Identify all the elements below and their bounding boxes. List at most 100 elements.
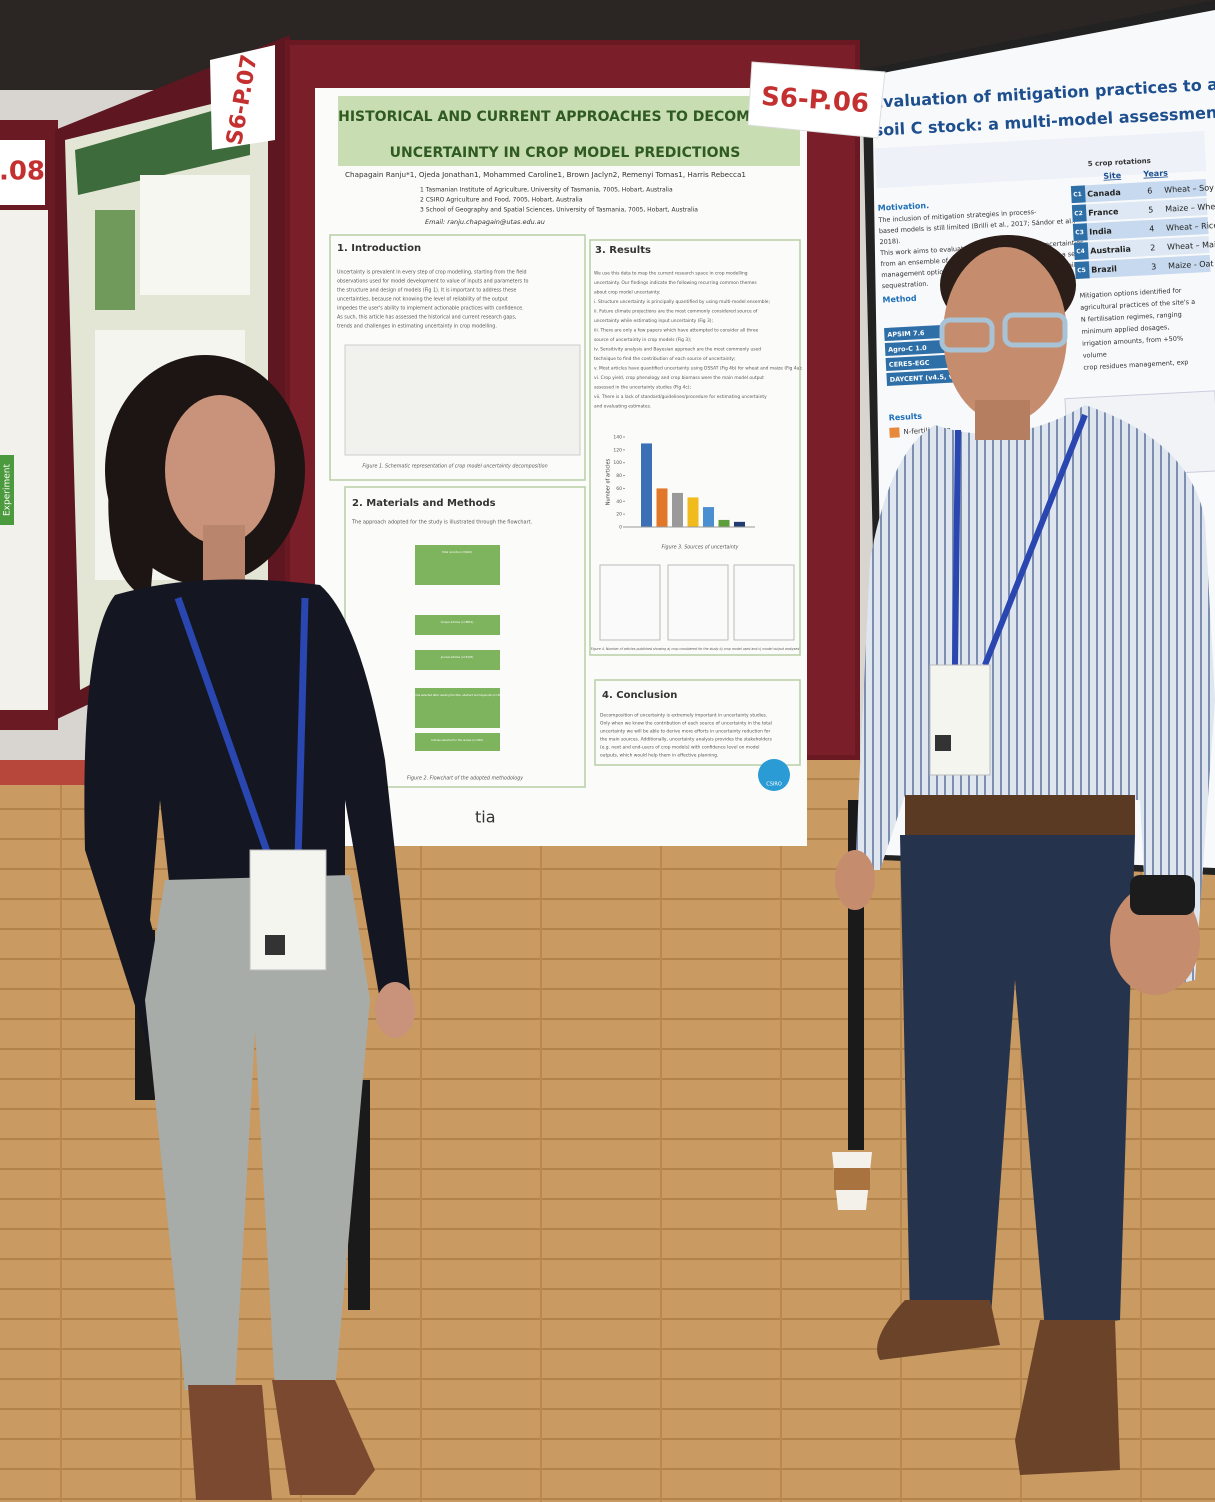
poster-text-line: trends and challenges in estimating unce… — [337, 324, 497, 330]
table-cell: India — [1089, 227, 1112, 237]
logo: tia — [475, 808, 496, 827]
board-label: .08 — [0, 157, 45, 187]
mini-chart — [599, 564, 661, 641]
poster-section-box — [589, 239, 801, 656]
table-row-key — [1072, 223, 1088, 242]
flowchart-box — [415, 733, 500, 751]
model-box — [885, 354, 957, 372]
poster-text-line: ii. Future climate projections are the m… — [594, 309, 758, 315]
flowchart-label: Articles selected for the review (n=200) — [431, 738, 483, 742]
table-cell: Brazil — [1091, 264, 1117, 274]
woman — [84, 355, 415, 1500]
y-tick-label: 120 — [613, 447, 622, 453]
table-cell: 4 — [1149, 224, 1155, 233]
section-heading: 3. Results — [595, 245, 651, 256]
icon — [889, 427, 900, 438]
poster-text-line: the main sources. Additionally, uncertai… — [600, 737, 773, 743]
poster-section-box — [329, 234, 586, 481]
poster-diagram — [344, 344, 581, 456]
poster-figure — [140, 175, 250, 295]
author-block — [874, 131, 1207, 189]
flowchart-box — [415, 650, 500, 670]
model-box — [886, 369, 957, 386]
table-title: 5 crop rotations — [1088, 157, 1152, 168]
poster-text-line: i. Structure uncertainty is principally … — [594, 299, 770, 305]
y-tick-label: 80 — [616, 473, 622, 479]
man — [835, 235, 1215, 1475]
poster-title: UNCERTAINTY IN CROP MODEL PREDICTIONS — [390, 145, 741, 161]
poster-text-line: Only when we know the contribution of ea… — [600, 721, 772, 727]
figure-caption: Figure 4. Number of articles published s… — [591, 647, 800, 651]
poster-text-line: impedes the user's ability to implement … — [337, 306, 524, 312]
poster-text-line: 2018). — [879, 237, 901, 246]
flowchart-label: Journal articles (n=5403) — [440, 655, 474, 659]
bar — [734, 521, 745, 527]
poster-affiliation: 3 School of Geography and Spatial Scienc… — [420, 207, 698, 214]
table-cell: C5 — [1077, 267, 1086, 274]
poster-text-line: Decomposition of uncertainty is extremel… — [600, 713, 767, 719]
section-heading: 1. Introduction — [337, 243, 421, 254]
poster-figure — [95, 210, 135, 310]
poster-text-line: outputs, which would help them in effect… — [600, 753, 718, 759]
table-cell: 3 — [1151, 262, 1157, 271]
center-poster: HISTORICAL AND CURRENT APPROACHES TO DEC… — [329, 109, 802, 827]
table-row — [1071, 198, 1208, 223]
cup-sleeve — [834, 1168, 870, 1190]
poster-text-line: vii. There is a lack of standard/guideli… — [594, 394, 767, 400]
y-tick-label: 100 — [613, 460, 622, 466]
table-cell: Maize - Oat – — [1168, 259, 1215, 271]
table-cell: C2 — [1074, 210, 1083, 217]
table-cell: 5 — [1148, 205, 1154, 214]
table-row — [1073, 235, 1210, 260]
model-label: CERES-EGC — [889, 359, 930, 369]
poster-title-band — [338, 96, 800, 166]
table-row — [1072, 216, 1209, 242]
poster-text-line: volume — [1083, 350, 1107, 359]
poster-affiliation: 1 Tasmanian Institute of Agriculture, Un… — [420, 187, 673, 194]
flowchart-label: Articles selected after reading the titl… — [411, 693, 504, 697]
section-heading: 4. Conclusion — [602, 690, 677, 701]
poster-text-line: The approach adopted for the study is il… — [351, 520, 533, 526]
table-cell: France — [1088, 207, 1119, 218]
y-tick-label: 40 — [616, 499, 622, 505]
model-box — [884, 324, 955, 342]
mini-chart — [733, 564, 795, 641]
board-label-card — [0, 140, 45, 205]
table-cell: Canada — [1087, 188, 1121, 199]
table-row-key — [1070, 185, 1086, 204]
poster-text-line: v. Most articles have quantified uncerta… — [594, 366, 802, 372]
poster-text-line: iv. Sensitivity analysis and Bayesian ap… — [594, 347, 761, 353]
poster-text-line: uncertainty while estimating input uncer… — [594, 318, 713, 324]
table-header: Site — [1103, 171, 1122, 181]
poster-authors: Chapagain Ranju*1, Ojeda Jonathan1, Moha… — [345, 170, 746, 179]
poster-text-line: (e.g. next and end-users of crop models)… — [600, 745, 759, 751]
figure-caption: Figure 1. Schematic representation of cr… — [362, 464, 547, 470]
table-row-key — [1074, 261, 1090, 279]
flowchart-box — [415, 615, 500, 635]
model-box — [884, 339, 956, 357]
table-cell: Wheat – Soy — [1164, 183, 1214, 195]
table-cell: Wheat – Rice — [1166, 221, 1215, 233]
flowchart-box — [415, 545, 500, 585]
bar — [687, 497, 699, 527]
table-cell: 2 — [1150, 243, 1156, 252]
poster-text-line: technique to find the contribution of ea… — [594, 356, 735, 362]
table-header: Years — [1142, 168, 1168, 178]
poster-text-line: Uncertainty is prevalent in every step o… — [337, 270, 527, 276]
table-cell: C4 — [1076, 248, 1085, 255]
poster-text-line: observations used for model development … — [337, 279, 528, 285]
logo-badge — [758, 759, 790, 791]
table-row-key — [1073, 242, 1089, 260]
table-cell: Maize – Whe — [1165, 202, 1215, 214]
poster-text-line: the structure and design of models (Fig … — [337, 288, 516, 294]
poster-text-line: We use this data to map the current rese… — [594, 271, 748, 277]
poster-title: HISTORICAL AND CURRENT APPROACHES TO DEC… — [338, 109, 792, 125]
table-cell: 6 — [1147, 186, 1153, 195]
section-heading: Motivation. — [878, 201, 930, 213]
table-cell: C3 — [1075, 229, 1084, 236]
y-tick-label: 140 — [613, 435, 622, 441]
flowchart-box — [415, 688, 500, 728]
model-label: Agro-C 1.0 — [888, 344, 927, 354]
flowchart-label: Total records (n=9402) — [442, 550, 472, 554]
